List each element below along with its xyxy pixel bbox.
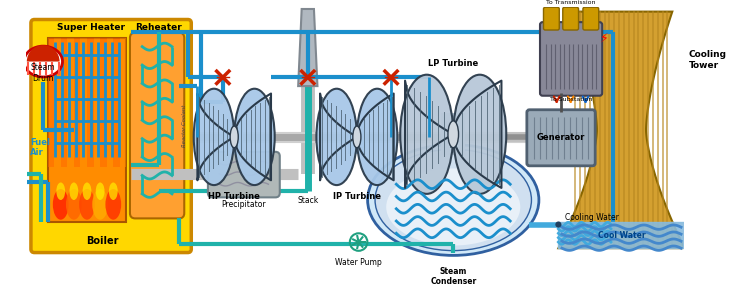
Bar	[47, 38, 127, 222]
Bar	[94, 38, 100, 167]
Text: HP Turbine: HP Turbine	[209, 192, 260, 201]
Text: Cool Water: Cool Water	[598, 231, 645, 240]
Ellipse shape	[70, 182, 78, 200]
Text: Steam
Drum: Steam Drum	[31, 63, 56, 83]
Text: Precipitator: Precipitator	[221, 200, 266, 209]
Ellipse shape	[53, 189, 68, 220]
Text: Reheater: Reheater	[136, 23, 182, 32]
Bar	[225, 120, 244, 154]
Text: To Transmission: To Transmission	[546, 1, 596, 5]
Ellipse shape	[66, 189, 82, 220]
Bar	[47, 38, 54, 167]
Ellipse shape	[400, 75, 453, 194]
Bar	[113, 38, 120, 167]
Text: ⚡: ⚡	[601, 32, 609, 45]
Wedge shape	[27, 45, 59, 61]
Ellipse shape	[56, 182, 65, 200]
Bar	[120, 38, 127, 167]
Text: Boiler: Boiler	[86, 236, 119, 246]
FancyBboxPatch shape	[544, 7, 560, 30]
Bar	[441, 114, 465, 155]
Polygon shape	[559, 12, 685, 248]
Text: Water Pump: Water Pump	[335, 258, 382, 267]
Text: Stack: Stack	[297, 196, 319, 204]
Ellipse shape	[92, 189, 108, 220]
Text: LP Turbine: LP Turbine	[428, 59, 478, 68]
Ellipse shape	[234, 89, 274, 185]
Ellipse shape	[109, 182, 118, 200]
Text: Cooling
Tower: Cooling Tower	[689, 50, 727, 69]
Ellipse shape	[106, 189, 122, 220]
Ellipse shape	[352, 126, 361, 148]
Bar	[106, 38, 113, 167]
Ellipse shape	[82, 182, 92, 200]
Polygon shape	[298, 9, 317, 86]
FancyBboxPatch shape	[583, 7, 598, 30]
Bar	[80, 38, 87, 167]
Bar	[348, 120, 366, 154]
Ellipse shape	[453, 75, 506, 194]
Ellipse shape	[316, 89, 357, 185]
Text: Super Heater: Super Heater	[58, 23, 125, 32]
FancyBboxPatch shape	[130, 33, 184, 219]
Ellipse shape	[194, 89, 234, 185]
Ellipse shape	[24, 46, 62, 77]
Bar	[74, 38, 80, 167]
Text: IP Turbine: IP Turbine	[333, 192, 381, 201]
FancyBboxPatch shape	[540, 22, 602, 96]
Ellipse shape	[357, 89, 398, 185]
Text: To Substation: To Substation	[550, 97, 592, 102]
Bar	[61, 38, 68, 167]
Text: Fuel
Air: Fuel Air	[30, 138, 50, 157]
Ellipse shape	[555, 221, 562, 228]
Ellipse shape	[230, 126, 238, 148]
Bar	[87, 38, 94, 167]
Ellipse shape	[79, 189, 95, 220]
Ellipse shape	[368, 145, 539, 255]
Ellipse shape	[386, 168, 520, 246]
FancyBboxPatch shape	[526, 110, 596, 166]
Ellipse shape	[375, 149, 532, 251]
Text: Generator: Generator	[537, 133, 585, 142]
Ellipse shape	[96, 182, 104, 200]
Bar	[68, 38, 74, 167]
Text: Reactor Coolant: Reactor Coolant	[182, 104, 187, 147]
Bar	[100, 38, 106, 167]
FancyBboxPatch shape	[31, 19, 191, 253]
Text: Steam
Condenser: Steam Condenser	[430, 267, 476, 286]
Ellipse shape	[448, 121, 458, 148]
FancyBboxPatch shape	[208, 152, 280, 197]
Bar	[54, 38, 61, 167]
Text: Cooling Water: Cooling Water	[565, 213, 619, 222]
FancyBboxPatch shape	[562, 7, 578, 30]
